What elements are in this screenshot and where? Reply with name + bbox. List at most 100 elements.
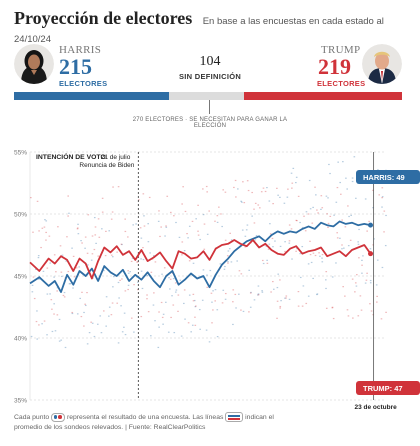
poll-dot: [264, 244, 267, 246]
poll-dot: [206, 286, 209, 288]
poll-dot: [378, 194, 381, 196]
poll-dot: [246, 180, 249, 182]
poll-dot: [310, 261, 313, 264]
poll-dot: [56, 314, 59, 316]
poll-dot: [188, 260, 191, 262]
poll-dot: [71, 312, 74, 315]
poll-dot: [175, 289, 178, 291]
poll-dot: [141, 287, 144, 290]
poll-dot: [259, 207, 261, 209]
poll-dot: [369, 279, 372, 282]
poll-dot: [133, 284, 135, 286]
poll-dot: [285, 297, 287, 299]
poll-dot: [355, 285, 358, 287]
poll-dot: [83, 325, 85, 327]
poll-dot: [71, 311, 74, 314]
poll-dot: [105, 296, 108, 298]
poll-dot: [53, 254, 56, 256]
poll-dot: [97, 255, 100, 257]
poll-dot: [49, 262, 52, 264]
poll-dot: [50, 299, 53, 301]
poll-dot: [195, 305, 197, 307]
poll-dot: [254, 202, 257, 204]
poll-dot: [152, 304, 155, 306]
poll-dot: [241, 201, 243, 203]
poll-dot: [127, 236, 129, 238]
footer-note: Cada punto representa el resultado de un…: [14, 412, 304, 433]
poll-dot: [355, 197, 357, 199]
poll-dot: [98, 236, 101, 238]
poll-dot: [124, 290, 127, 292]
poll-dot: [354, 282, 357, 284]
poll-dot: [249, 292, 252, 294]
poll-dot: [301, 226, 304, 229]
poll-dot: [91, 253, 94, 255]
poll-dot: [68, 212, 70, 214]
poll-dot: [41, 227, 44, 229]
end-label-harris: HARRIS: 49: [356, 170, 420, 184]
poll-dot: [366, 272, 368, 274]
poll-dot: [287, 188, 289, 190]
poll-dot: [336, 237, 339, 239]
poll-dot: [326, 213, 328, 215]
poll-dot: [140, 315, 143, 318]
chart-title: INTENCIÓN DE VOTO: [36, 152, 106, 161]
poll-dot: [288, 240, 291, 242]
poll-dot: [212, 290, 214, 292]
poll-dot: [173, 331, 176, 334]
poll-dot: [33, 297, 36, 300]
poll-dot: [373, 238, 375, 240]
poll-dot: [177, 294, 180, 296]
poll-dot: [202, 214, 205, 216]
poll-dot: [108, 306, 111, 308]
poll-dot: [314, 254, 317, 257]
poll-dot: [347, 315, 350, 317]
poll-dot: [102, 310, 105, 312]
poll-dot: [170, 316, 172, 319]
poll-dot: [84, 303, 86, 305]
poll-dot: [327, 197, 329, 199]
poll-dot: [38, 324, 40, 326]
poll-dot: [301, 245, 304, 248]
current-date-label: 23 de octubre: [354, 404, 397, 411]
poll-dot: [357, 241, 359, 243]
poll-dot: [197, 234, 200, 236]
poll-dot: [77, 233, 80, 235]
poll-dot: [272, 288, 275, 290]
poll-dot: [124, 230, 127, 233]
poll-dot: [140, 237, 143, 239]
poll-dot: [139, 227, 142, 229]
poll-dot: [111, 302, 114, 304]
poll-dot: [120, 243, 123, 245]
poll-dot: [381, 187, 384, 189]
poll-dot: [372, 189, 374, 191]
poll-dot: [242, 181, 244, 183]
poll-dot: [77, 223, 79, 225]
poll-dot: [268, 243, 271, 245]
poll-dot: [348, 215, 350, 218]
poll-dot: [276, 286, 279, 289]
poll-dot: [181, 241, 184, 243]
poll-dot: [171, 295, 173, 297]
poll-dot: [84, 304, 87, 307]
win-threshold-marker: [208, 100, 210, 114]
poll-dot: [286, 196, 289, 198]
poll-dot: [324, 279, 327, 281]
poll-dot: [110, 254, 113, 256]
end-label-trump: TRUMP: 47: [356, 381, 420, 395]
poll-dot: [242, 310, 245, 313]
poll-dot: [312, 277, 314, 280]
poll-dot: [60, 275, 63, 278]
poll-dot: [119, 279, 121, 281]
poll-dot: [64, 346, 67, 349]
poll-dot: [214, 220, 216, 222]
poll-dot: [169, 288, 171, 290]
poll-dot: [36, 200, 39, 202]
poll-dot: [277, 273, 280, 275]
poll-dot: [274, 240, 276, 242]
poll-dot: [376, 301, 378, 303]
poll-dot: [111, 256, 114, 258]
poll-dot: [127, 288, 129, 291]
poll-dot: [101, 211, 104, 213]
